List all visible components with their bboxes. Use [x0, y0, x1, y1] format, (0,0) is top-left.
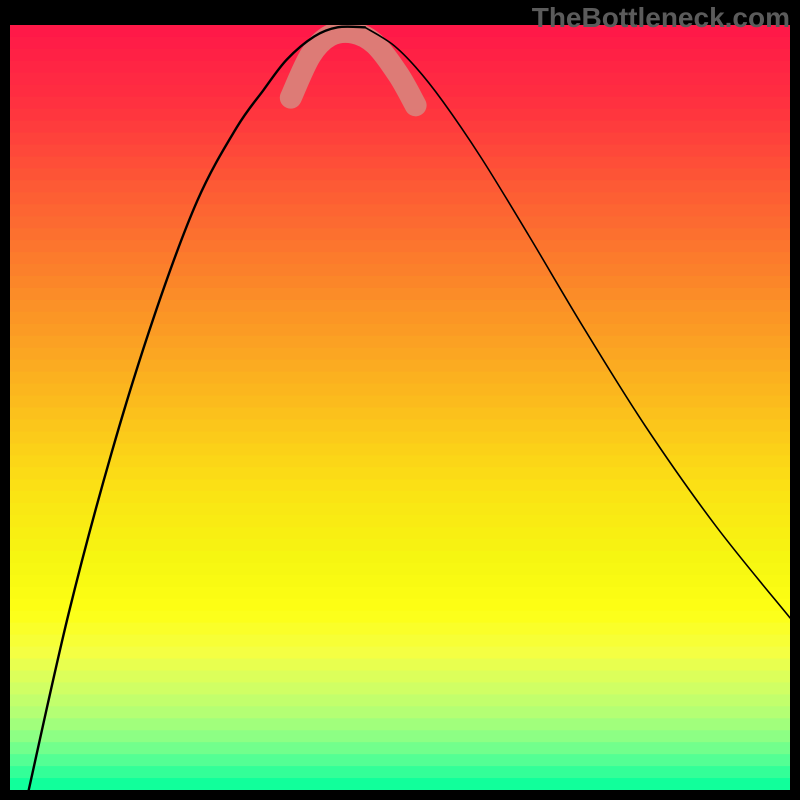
figure-container: { "figure": { "width_px": 800, "height_p…	[0, 0, 800, 800]
gradient-background	[10, 25, 790, 791]
watermark-text: TheBottleneck.com	[532, 2, 790, 34]
bottleneck-chart	[0, 0, 800, 800]
